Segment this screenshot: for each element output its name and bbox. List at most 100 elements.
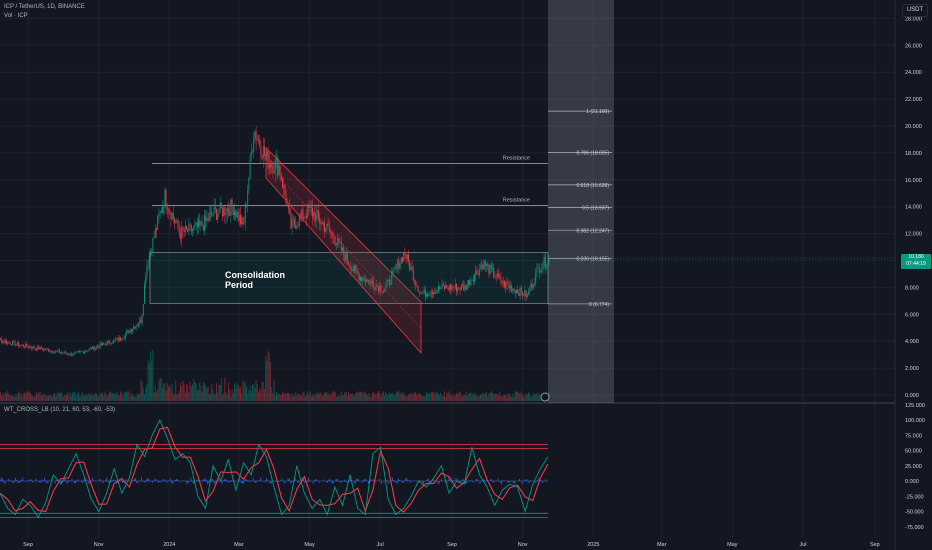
volume-bar bbox=[539, 396, 541, 401]
volume-bar bbox=[385, 391, 387, 401]
volume-bar bbox=[445, 396, 447, 401]
volume-bar bbox=[19, 393, 21, 401]
candle-body bbox=[495, 277, 497, 278]
volume-bar bbox=[232, 392, 234, 401]
volume-bar bbox=[184, 392, 186, 401]
volume-bar bbox=[87, 394, 89, 401]
candle-body bbox=[142, 303, 144, 316]
price-tick-label: 2.000 bbox=[905, 366, 919, 372]
volume-bar bbox=[509, 395, 511, 401]
volume-bar bbox=[145, 387, 147, 401]
candle-body bbox=[196, 222, 198, 228]
candle-body bbox=[320, 223, 322, 225]
candle-body bbox=[13, 341, 15, 343]
candle-body bbox=[117, 337, 119, 341]
candle-body bbox=[146, 265, 148, 278]
volume-bar bbox=[251, 384, 253, 401]
price-tick-label: 8.000 bbox=[905, 285, 919, 291]
candle-body bbox=[394, 267, 396, 269]
volume-bar bbox=[80, 395, 82, 401]
candle-body bbox=[368, 279, 370, 285]
volume-bar bbox=[292, 394, 294, 401]
volume-bar bbox=[327, 395, 329, 401]
volume-bar bbox=[461, 396, 463, 401]
volume-bar bbox=[437, 394, 439, 401]
price-tick-label: 4.000 bbox=[905, 339, 919, 345]
candle-body bbox=[448, 284, 450, 290]
candle-body bbox=[66, 353, 67, 354]
volume-bar bbox=[149, 351, 151, 401]
candle-body bbox=[57, 350, 59, 352]
volume-bar bbox=[230, 396, 232, 401]
volume-bar bbox=[217, 392, 219, 401]
candle-body bbox=[235, 211, 237, 218]
volume-bar bbox=[142, 387, 144, 401]
volume-bar bbox=[535, 393, 537, 401]
candle-body bbox=[262, 146, 264, 159]
candle-body bbox=[321, 222, 323, 225]
candle-body bbox=[108, 340, 109, 342]
time-tick-label: Mar bbox=[234, 542, 244, 548]
volume-bar bbox=[32, 395, 34, 401]
candle-body bbox=[255, 131, 257, 140]
candle-body bbox=[328, 226, 330, 231]
volume-bar bbox=[62, 396, 64, 401]
candle-body bbox=[273, 171, 275, 173]
time-tick-label: Sep bbox=[447, 542, 457, 548]
candle-body bbox=[200, 221, 202, 226]
volume-bar bbox=[241, 394, 243, 401]
fib-level-label: 0 (6.774) bbox=[589, 302, 609, 308]
volume-bar bbox=[65, 395, 67, 401]
volume-bar bbox=[45, 396, 47, 401]
candle-body bbox=[138, 323, 139, 326]
volume-bar bbox=[344, 392, 346, 401]
candle-body bbox=[357, 273, 359, 275]
candle-body bbox=[247, 190, 249, 205]
candle-body bbox=[309, 205, 311, 208]
volume-bar bbox=[463, 395, 465, 401]
candle-body bbox=[482, 264, 484, 270]
candle-body bbox=[241, 217, 243, 225]
candle-body bbox=[546, 266, 547, 268]
volume-bar bbox=[322, 394, 324, 401]
candle-body bbox=[60, 352, 61, 354]
currency-unit-button[interactable]: USDT bbox=[902, 4, 928, 17]
candle-body bbox=[319, 217, 321, 224]
candle-body bbox=[332, 232, 334, 238]
candle-body bbox=[132, 329, 133, 332]
candle-body bbox=[182, 227, 184, 231]
candle-body bbox=[74, 352, 76, 354]
candle-body bbox=[531, 283, 533, 288]
volume-bar bbox=[362, 394, 364, 401]
candles bbox=[0, 126, 895, 402]
candle-body bbox=[300, 215, 301, 217]
candle-body bbox=[304, 216, 306, 217]
volume-bar bbox=[481, 394, 483, 401]
candle-body bbox=[26, 343, 28, 347]
volume-bar bbox=[224, 377, 226, 401]
candle-body bbox=[236, 211, 238, 218]
price-tick-label: 12.000 bbox=[905, 232, 922, 238]
volume-bar bbox=[247, 394, 249, 401]
volume-bar bbox=[188, 392, 190, 401]
volume-bar bbox=[117, 394, 119, 401]
volume-bar bbox=[484, 393, 486, 401]
candle-body bbox=[342, 247, 343, 251]
volume-bar bbox=[9, 394, 11, 401]
volume-bar bbox=[375, 394, 377, 401]
volume-bar bbox=[189, 382, 191, 401]
volume-bar bbox=[460, 394, 462, 401]
fib-level-label: 0.5 (13.937) bbox=[582, 206, 609, 212]
time-tick-label: 2025 bbox=[587, 542, 599, 548]
candle-body bbox=[505, 281, 507, 288]
volume-bar bbox=[175, 380, 177, 401]
candle-body bbox=[456, 283, 457, 292]
candle-body bbox=[192, 229, 193, 232]
volume-bar bbox=[386, 394, 388, 401]
volume-bar bbox=[337, 396, 339, 401]
volume-bar bbox=[483, 393, 485, 401]
time-tick-label: May bbox=[304, 542, 315, 548]
volume-bars bbox=[0, 349, 550, 401]
candle-body bbox=[93, 346, 95, 350]
